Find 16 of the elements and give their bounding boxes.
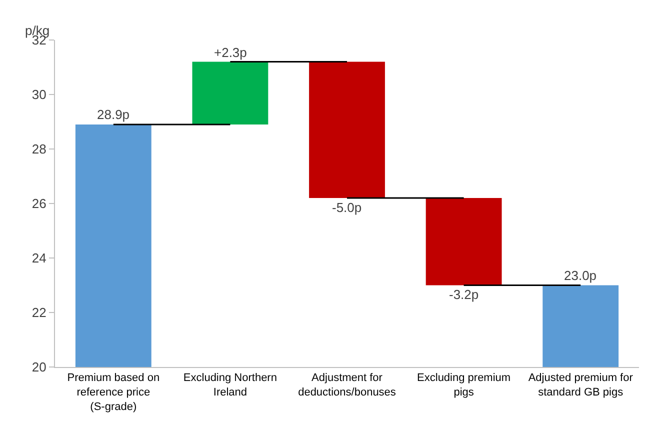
x-tick-label: Adjustment for deductions/bonuses: [298, 372, 396, 398]
y-tick-label: 20: [32, 360, 46, 375]
x-tick-label: Premium based on reference price (S-grade): [67, 372, 160, 413]
data-label: +2.3p: [214, 45, 247, 60]
x-tick-label: Excluding premium pigs: [417, 372, 511, 398]
y-tick-label: 24: [32, 250, 46, 266]
x-tick-label: Excluding Northern Ireland: [183, 372, 277, 398]
data-label: -3.2p: [449, 287, 479, 302]
y-tick-label: 22: [32, 305, 46, 320]
data-label: 28.9p: [97, 107, 130, 122]
data-label: -5.0p: [332, 200, 362, 215]
y-tick-label: 28: [32, 142, 46, 157]
data-label: 23.0p: [564, 268, 597, 283]
y-tick-label: 26: [32, 196, 46, 212]
x-tick-label: Adjusted premium for standard GB pigs: [528, 372, 634, 398]
y-tick-label: 30: [32, 87, 46, 102]
